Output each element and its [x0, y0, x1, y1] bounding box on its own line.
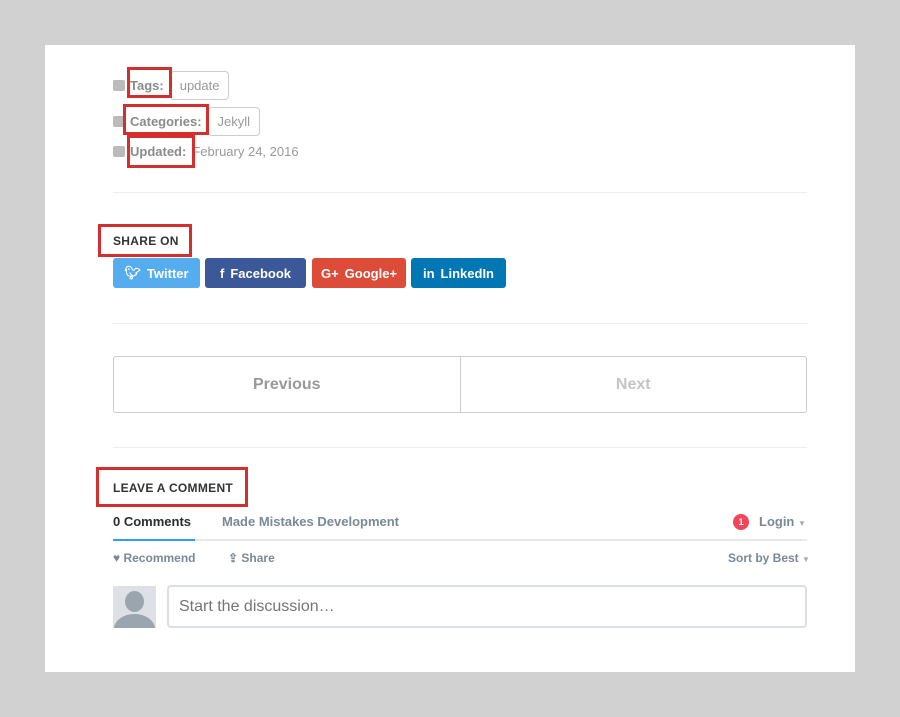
divider [113, 447, 807, 448]
highlight-box [127, 67, 172, 98]
linkedin-share-button[interactable]: in LinkedIn [411, 258, 506, 288]
active-tab-indicator [113, 539, 195, 541]
heart-icon: ♥ [113, 551, 121, 565]
facebook-icon: f [219, 265, 225, 281]
comments-count-tab[interactable]: 0 Comments [113, 514, 192, 529]
share-heading: SHARE ON [113, 234, 179, 248]
comment-heading: LEAVE A COMMENT [113, 481, 234, 495]
updated-date: February 24, 2016 [192, 144, 299, 159]
recommend-label: Recommend [123, 551, 196, 565]
folder-icon [113, 116, 125, 127]
share-icon: ⇪ [228, 551, 239, 565]
highlight-box [98, 224, 192, 257]
tags-row: Tags: update [113, 71, 230, 100]
sort-dropdown[interactable]: Sort by Best ▼ [728, 551, 810, 565]
divider [113, 323, 807, 324]
comment-input[interactable] [167, 585, 807, 628]
google-label: Google+ [344, 265, 398, 281]
calendar-icon [113, 146, 125, 157]
google-share-button[interactable]: G+ Google+ [312, 258, 406, 288]
tag-update[interactable]: update [169, 71, 230, 100]
linkedin-icon: in [422, 265, 435, 281]
chevron-down-icon: ▼ [802, 555, 810, 564]
linkedin-label: LinkedIn [440, 265, 494, 281]
page-card [45, 45, 855, 672]
share-thread-button[interactable]: ⇪ Share [228, 551, 275, 565]
recommend-button[interactable]: ♥ Recommend [113, 551, 196, 565]
facebook-share-button[interactable]: f Facebook [205, 258, 306, 288]
twitter-share-button[interactable]: 🐦︎ Twitter [113, 258, 200, 288]
share-label: Share [241, 551, 275, 565]
updated-label: Updated: [130, 144, 187, 159]
login-dropdown[interactable]: Login ▼ [759, 514, 806, 529]
tag-icon [113, 80, 125, 91]
facebook-label: Facebook [230, 265, 292, 281]
twitter-icon: 🐦︎ [124, 265, 141, 280]
highlight-box [123, 104, 209, 135]
highlight-box [127, 135, 195, 168]
google-plus-icon: G+ [320, 265, 339, 281]
site-tab[interactable]: Made Mistakes Development [222, 514, 400, 529]
notification-badge[interactable]: 1 [733, 514, 749, 530]
twitter-label: Twitter [146, 265, 189, 281]
chevron-down-icon: ▼ [798, 519, 806, 528]
tags-label: Tags: [130, 78, 164, 93]
previous-button[interactable]: Previous [252, 375, 321, 393]
login-label: Login [759, 514, 795, 529]
pagination: Previous Next [113, 356, 807, 413]
tab-underline [113, 539, 807, 541]
next-button: Next [459, 357, 807, 412]
categories-label: Categories: [130, 114, 202, 129]
category-jekyll[interactable]: Jekyll [207, 107, 261, 136]
sort-label: Sort by Best [728, 551, 799, 565]
updated-row: Updated: February 24, 2016 [113, 144, 299, 159]
avatar [113, 586, 156, 628]
highlight-box [96, 467, 248, 507]
divider [113, 192, 807, 193]
